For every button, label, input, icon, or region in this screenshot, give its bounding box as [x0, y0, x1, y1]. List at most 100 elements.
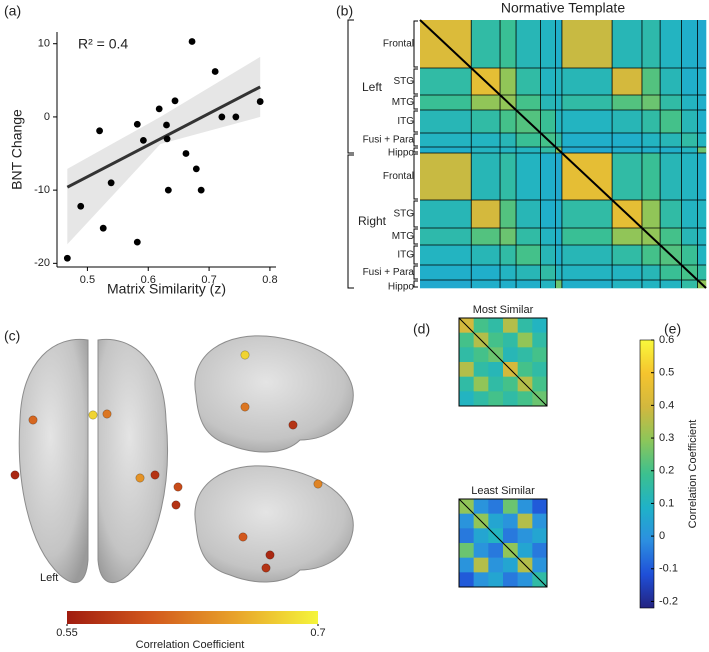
data-point	[163, 121, 170, 129]
heatmap-cell	[532, 332, 548, 348]
annotation: R² = 0.4	[78, 36, 128, 52]
data-point	[99, 224, 107, 232]
heatmap-cell	[500, 245, 517, 266]
heatmap-cell	[488, 318, 504, 333]
region-bracket	[413, 95, 418, 110]
heatmap-cell	[540, 20, 556, 69]
heatmap-cell	[459, 376, 474, 392]
heatmap-cell	[555, 133, 563, 148]
confidence-band	[67, 56, 261, 245]
heatmap-cell	[641, 153, 661, 201]
heatmap-cell	[540, 200, 556, 229]
heatmap-cell	[459, 543, 474, 558]
y-tick-label: ITG	[397, 116, 414, 127]
y-tick-label: Fusi + Para	[363, 267, 415, 278]
colorbar-label: Correlation Coefficient	[687, 420, 699, 529]
heatmap-cell	[612, 147, 643, 154]
heatmap-cell	[473, 376, 489, 392]
heatmap-cell	[641, 95, 661, 111]
heatmap-cell	[516, 228, 541, 246]
heatmap-cell	[516, 153, 541, 201]
data-point	[139, 136, 147, 144]
region-dot	[261, 563, 271, 573]
heatmap-cell	[641, 200, 661, 229]
data-point	[197, 186, 205, 194]
heatmap-cell	[503, 391, 518, 407]
heatmap-cell	[517, 332, 533, 348]
heatmap-cell	[488, 362, 504, 377]
heatmap-cell	[459, 362, 474, 377]
heatmap-cell	[561, 280, 613, 289]
heatmap-cell	[459, 557, 474, 573]
colorbar-tick-label: 0.5	[659, 367, 674, 379]
heatmap-cell	[420, 280, 472, 289]
heatmap-cell	[532, 557, 548, 573]
heatmap-cell	[612, 68, 643, 96]
heatmap-cell	[561, 228, 613, 246]
y-axis-label: BNT Change	[9, 109, 25, 190]
heatmap-cell	[471, 95, 501, 111]
heatmap-cell	[500, 133, 517, 148]
region-bracket	[413, 245, 418, 265]
heatmap-cell	[555, 245, 563, 266]
heatmap-cell	[420, 68, 472, 96]
heatmap-cell	[660, 153, 682, 201]
heatmap-cell	[459, 332, 474, 348]
heatmap-cell	[561, 20, 613, 69]
colorbar-tick-label: 0	[659, 530, 665, 542]
heatmap-cell	[517, 572, 533, 588]
heatmap-cell	[516, 68, 541, 96]
heatmap-cell	[681, 147, 698, 154]
y-tick-label: ITG	[397, 250, 414, 261]
colorbar-tick-label: 0.4	[659, 399, 674, 411]
heatmap-cell	[660, 133, 682, 148]
heatmap-cell	[532, 362, 548, 377]
y-tick-label: 0	[44, 111, 50, 123]
heatmap-cell	[532, 499, 548, 514]
colorbar-tick-label: 0.3	[659, 432, 674, 444]
heatmap-cell	[641, 20, 661, 69]
colorbar-tick-label: 0.6	[659, 334, 674, 346]
heatmap-cell	[500, 147, 517, 154]
heatmap-cell	[420, 133, 472, 148]
panel-label: (b)	[336, 3, 353, 19]
heatmap-cell	[488, 543, 504, 558]
colorbar-label: Correlation Coefficient	[136, 639, 245, 651]
heatmap-cell	[471, 20, 501, 69]
heatmap-cell	[697, 68, 707, 96]
heatmap-cell	[500, 200, 517, 229]
heatmap-cell	[503, 332, 518, 348]
heatmap-cell	[500, 265, 517, 281]
heatmap-cell	[555, 228, 563, 246]
heatmap-cell	[516, 200, 541, 229]
region-dot	[150, 470, 160, 480]
heatmap-cell	[612, 153, 643, 201]
heatmap-cell	[420, 147, 472, 154]
heatmap-cell	[517, 347, 533, 363]
heatmap-cell	[555, 265, 563, 281]
y-tick-label: -20	[34, 257, 50, 269]
data-point	[164, 186, 172, 194]
heatmap-cell	[660, 200, 682, 229]
heatmap-cell	[681, 95, 698, 111]
heatmap-cell	[540, 95, 556, 111]
heatmap-cell	[555, 153, 563, 201]
heatmap-cell	[612, 133, 643, 148]
heatmap-cell	[516, 133, 541, 148]
y-tick-label: MTG	[392, 97, 414, 108]
heatmap-cell	[540, 280, 556, 289]
region-bracket	[413, 68, 418, 95]
region-dot	[28, 415, 38, 425]
heatmap-cell	[459, 347, 474, 363]
heatmap-cell	[697, 200, 707, 229]
chart-title: Normative Template	[501, 0, 625, 16]
heatmap-cell	[503, 513, 518, 529]
heatmap-cell	[681, 228, 698, 246]
heatmap-cell	[471, 280, 501, 289]
heatmap-cell	[612, 110, 643, 134]
heatmap-cell	[471, 245, 501, 266]
y-tick-label: -10	[34, 184, 50, 196]
heatmap-cell	[641, 245, 661, 266]
heatmap-cell	[555, 280, 563, 289]
heatmap-cell	[532, 347, 548, 363]
